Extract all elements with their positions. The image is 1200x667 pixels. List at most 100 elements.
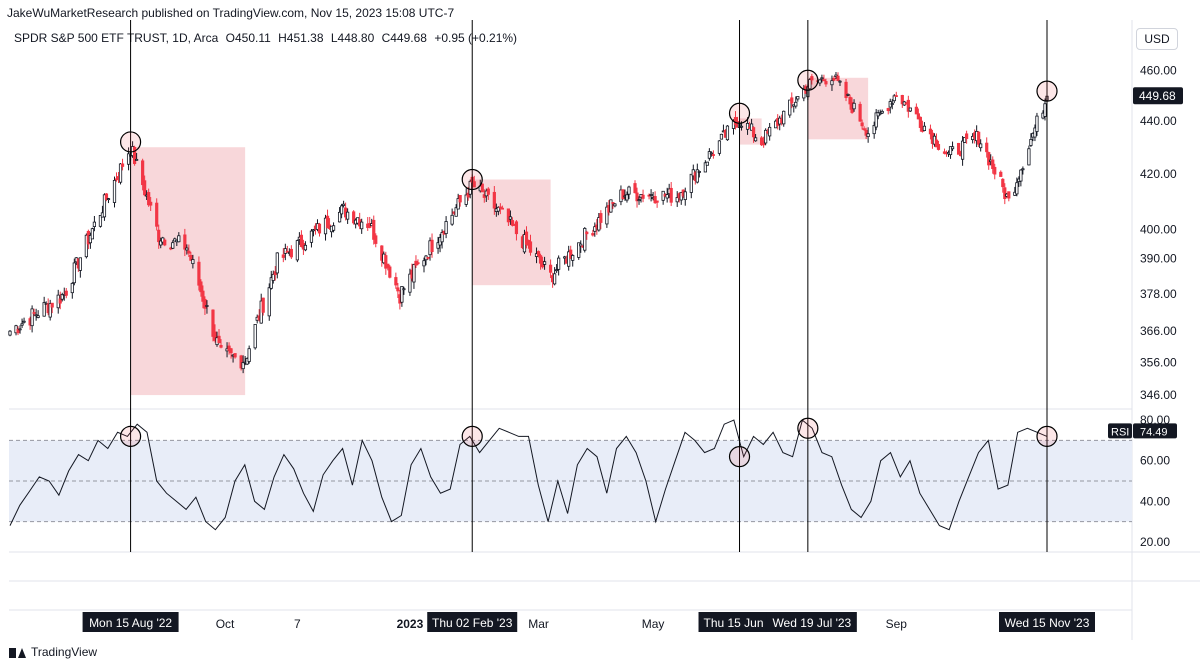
candle-body-310 xyxy=(880,110,884,114)
candle-body-246 xyxy=(703,162,707,173)
candle-body-215 xyxy=(613,203,617,207)
candle-body-96 xyxy=(281,254,285,258)
candle-body-146 xyxy=(422,260,426,267)
candle-body-106 xyxy=(309,230,314,243)
candle-body-351 xyxy=(999,171,1003,177)
candle-body-158 xyxy=(454,207,458,217)
candle-body-115 xyxy=(331,225,336,231)
candle-body-170 xyxy=(486,188,490,195)
candle-body-187 xyxy=(536,251,541,257)
candle-body-68 xyxy=(201,290,205,302)
candle-body-135 xyxy=(388,266,392,278)
rsi-circle-0 xyxy=(119,425,142,447)
candle-body-319 xyxy=(906,99,910,112)
candle-body-270 xyxy=(768,126,772,137)
candle-body-125 xyxy=(360,221,364,230)
candle-body-205 xyxy=(585,231,589,235)
candle-body-199 xyxy=(569,249,573,259)
candle-body-40 xyxy=(120,163,125,167)
time-highlight-label-1: Thu 02 Feb '23 xyxy=(432,616,513,630)
candle-body-22 xyxy=(72,262,76,284)
candle-body-174 xyxy=(498,206,502,209)
price-axis-tick-3: 400.00 xyxy=(1140,223,1177,237)
price-circle-4 xyxy=(1036,80,1058,102)
candle-body-100 xyxy=(289,248,293,258)
candle-body-220 xyxy=(627,186,631,195)
candle-body-98 xyxy=(285,250,289,253)
price-circle-2 xyxy=(728,102,751,124)
candle-body-143 xyxy=(412,264,416,283)
candle-body-219 xyxy=(625,194,629,201)
candle-body-29 xyxy=(90,228,94,240)
candle-body-251 xyxy=(717,140,722,154)
candle-body-61 xyxy=(183,234,187,250)
highlight-box-3 xyxy=(807,77,869,140)
candle-body-364 xyxy=(1033,127,1037,138)
candle-body-71 xyxy=(211,309,215,337)
rsi-axis-tick-1: 60.00 xyxy=(1140,454,1170,468)
candle-body-335 xyxy=(950,146,955,150)
candle-body-107 xyxy=(311,229,316,232)
currency-button[interactable]: USD xyxy=(1136,28,1178,50)
time-highlight-label-4: Wed 15 Nov '23 xyxy=(1005,616,1090,630)
candle-body-160 xyxy=(458,195,462,203)
rsi-value-label: 74.49 xyxy=(1140,426,1168,438)
candle-body-118 xyxy=(342,203,346,206)
candle-body-214 xyxy=(611,202,615,204)
candle-body-93 xyxy=(271,273,275,281)
candle-body-74 xyxy=(217,335,221,344)
candle-body-4 xyxy=(20,323,24,326)
candle-body-304 xyxy=(864,129,868,136)
price-axis-tick-7: 356.00 xyxy=(1140,356,1177,370)
candle-body-8 xyxy=(32,312,36,314)
candle-body-297 xyxy=(846,93,850,96)
candle-body-255 xyxy=(725,125,730,141)
candle-body-223 xyxy=(637,199,641,202)
candle-body-326 xyxy=(928,128,933,135)
candle-body-314 xyxy=(892,95,896,102)
candle-body-355 xyxy=(1007,191,1011,199)
candle-body-72 xyxy=(213,331,217,341)
tradingview-logo-icon xyxy=(9,646,26,658)
candle-body-275 xyxy=(782,110,786,125)
candle-body-338 xyxy=(960,140,965,160)
candle-body-241 xyxy=(689,173,693,193)
candle-body-92 xyxy=(269,277,273,289)
candle-body-188 xyxy=(538,255,543,264)
candle-body-17 xyxy=(58,298,62,304)
candle-body-340 xyxy=(965,133,969,139)
symbol-name[interactable]: SPDR S&P 500 ETF TRUST, 1D, Arca xyxy=(14,31,219,45)
candle-body-357 xyxy=(1015,182,1019,195)
candle-body-145 xyxy=(416,262,420,265)
rsi-circle-1 xyxy=(461,425,483,447)
price-axis-tick-5: 378.00 xyxy=(1140,287,1177,301)
candle-body-155 xyxy=(444,221,448,235)
tradingview-footer[interactable]: TradingView xyxy=(9,645,97,659)
candle-body-207 xyxy=(593,226,597,232)
candle-body-311 xyxy=(886,108,890,112)
candle-body-247 xyxy=(705,161,709,166)
candle-body-21 xyxy=(70,282,74,294)
candle-body-244 xyxy=(695,169,699,183)
candle-body-41 xyxy=(126,153,131,165)
highlight-box-0 xyxy=(130,147,246,396)
candle-body-5 xyxy=(22,320,26,323)
candle-body-45 xyxy=(135,158,139,161)
candle-body-265 xyxy=(753,137,758,142)
candle-body-345 xyxy=(979,143,983,149)
candle-body-52 xyxy=(157,229,161,243)
candle-body-295 xyxy=(838,80,842,83)
candle-body-161 xyxy=(464,194,468,205)
candle-body-159 xyxy=(456,198,460,210)
candle-body-156 xyxy=(450,214,454,225)
candle-body-14 xyxy=(48,303,52,318)
time-highlight-tag-1 xyxy=(427,612,518,632)
candle-body-183 xyxy=(524,231,529,245)
rsi-value-tag xyxy=(1133,423,1177,439)
candle-body-350 xyxy=(993,166,997,175)
candle-body-110 xyxy=(317,223,322,234)
candle-body-141 xyxy=(408,273,412,293)
candle-body-180 xyxy=(514,221,519,235)
candle-body-360 xyxy=(1021,168,1025,171)
